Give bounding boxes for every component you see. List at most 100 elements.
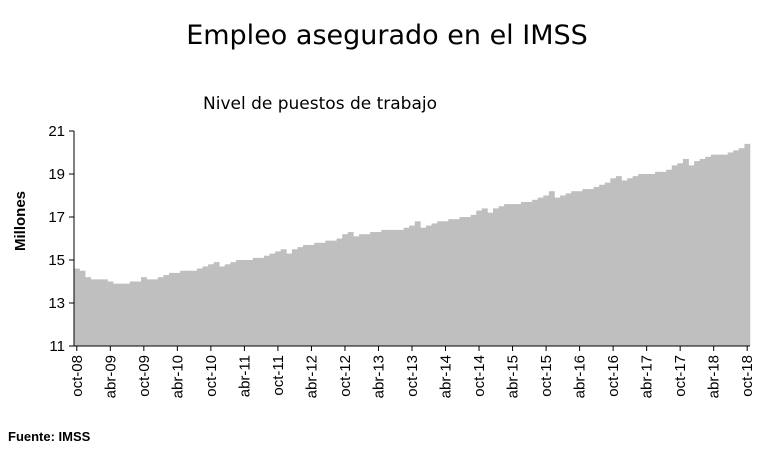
bar [738,148,745,346]
bar [85,277,92,346]
bar [370,232,376,346]
bar [141,277,147,346]
bar [297,247,304,346]
bar [336,238,343,346]
bar [733,150,740,346]
bar [453,219,460,346]
axes-group: 11 13 15 17 19 21 oct-08 abr-09 oct-09 abr-10 oct-… [48,123,756,398]
bar [688,165,695,346]
bar [526,201,533,346]
bar [543,195,550,346]
bar [655,171,661,346]
bar [213,262,220,346]
bar [118,283,125,346]
x-tick-label: oct-08 [69,355,86,397]
bar [604,182,611,346]
bar [671,165,678,346]
bar [280,249,287,346]
x-tick-label: abr-11 [236,355,253,397]
x-tick-label: abr-18 [706,355,723,398]
bar [420,227,427,346]
bar [90,279,97,346]
bar [342,234,349,346]
bar [107,281,114,346]
bar [710,154,717,346]
bar [481,208,488,346]
bar [129,281,136,346]
bar [398,229,404,346]
bar [79,270,86,346]
bars-group [74,143,751,346]
bar [459,217,466,346]
x-tick-label: abr-15 [505,355,522,398]
bar [682,158,689,346]
bar [347,232,354,346]
x-tick-label: oct-18 [739,355,756,397]
bar [705,156,712,346]
bar [632,176,639,346]
bar [409,225,416,346]
y-tick-label: 19 [48,166,65,183]
page-title: Empleo asegurado en el IMSS [186,20,588,51]
bar [303,244,309,346]
y-tick-label: 17 [48,209,65,226]
bar [509,204,516,346]
bar [593,186,600,346]
x-tick-label: abr-17 [639,355,656,398]
bar [744,143,751,346]
bar [392,229,399,346]
bar [571,191,578,346]
bar [587,189,594,346]
bar [291,249,298,346]
bar [666,169,673,346]
bar [576,191,583,346]
bar [224,264,231,346]
bar [694,161,701,346]
x-tick-label: oct-16 [605,355,622,397]
bar [191,270,198,346]
bar [157,277,164,346]
bar [727,152,734,346]
x-tick-label: abr-09 [102,355,119,398]
x-tick-label: abr-10 [169,355,186,398]
bar [548,191,555,346]
bar [448,219,455,346]
bar [465,217,471,346]
y-tick-label: 21 [48,123,65,140]
x-tick-label: oct-10 [203,355,220,397]
bar [101,279,108,346]
x-tick-label: abr-16 [572,355,589,398]
x-tick-label: oct-09 [136,355,153,397]
bar [163,275,170,346]
bar [627,178,633,346]
bar [135,281,142,346]
bar [414,221,421,346]
bar [638,174,645,346]
bar [258,257,265,346]
bar [230,262,237,346]
bar [470,214,477,346]
bar [381,229,388,346]
bar [174,272,181,346]
bar [236,260,242,346]
bar [565,193,572,346]
x-tick-label: oct-13 [404,355,421,397]
bar [403,227,410,346]
bar [504,204,511,346]
bar [113,283,119,346]
bar [196,268,203,346]
bar [476,210,483,346]
bar [208,264,214,346]
bar [219,266,226,346]
bar [425,225,432,346]
bar [649,174,656,346]
x-tick-label: oct-14 [471,355,488,397]
bar [599,184,606,346]
bar [520,201,527,346]
y-axis-label: Millones [12,191,29,251]
bar [515,204,522,346]
bar [185,270,192,346]
y-tick-label: 11 [49,338,65,355]
bar [252,257,259,346]
